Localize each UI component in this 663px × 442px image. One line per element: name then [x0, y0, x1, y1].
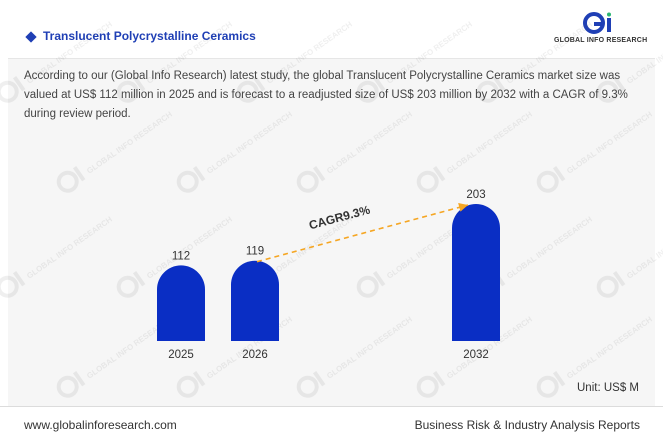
watermark-logo: GLOBAL INFO RESEARCH [296, 315, 414, 398]
watermark-logo: GLOBAL INFO RESEARCH [596, 215, 663, 298]
svg-text:GLOBAL INFO RESEARCH: GLOBAL INFO RESEARCH [625, 215, 663, 281]
bar-2032 [452, 204, 500, 341]
footer-divider [0, 406, 663, 407]
bar-value-label: 112 [172, 250, 190, 262]
market-description: According to our (Global Info Research) … [24, 70, 628, 120]
header: Translucent Polycrystalline Ceramics GLO… [0, 0, 663, 58]
unit-label: Unit: US$ M [577, 382, 639, 394]
watermark-logo: GLOBAL INFO RESEARCH [0, 215, 114, 298]
company-logo [583, 12, 611, 34]
category-label: 2032 [463, 349, 489, 361]
category-label: 2026 [242, 349, 268, 361]
svg-text:GLOBAL INFO RESEARCH: GLOBAL INFO RESEARCH [25, 215, 114, 281]
page-title: Translucent Polycrystalline Ceramics [43, 29, 256, 43]
category-label: 2025 [168, 349, 194, 361]
cagr-arrow-line [256, 204, 469, 263]
cagr-arrow-head-icon [458, 202, 468, 212]
watermark-logo: GLOBAL INFO RESEARCH [56, 315, 174, 398]
bar-value-label: 203 [466, 189, 485, 201]
bar-2025 [157, 265, 205, 341]
bar-2026 [231, 260, 279, 341]
svg-text:GLOBAL INFO RESEARCH: GLOBAL INFO RESEARCH [565, 315, 654, 381]
logo-text: GLOBAL INFO RESEARCH [554, 37, 648, 44]
svg-text:GLOBAL INFO RESEARCH: GLOBAL INFO RESEARCH [505, 215, 594, 281]
website-url: www.globalinforesearch.com [24, 418, 177, 432]
svg-text:GLOBAL INFO RESEARCH: GLOBAL INFO RESEARCH [325, 315, 414, 381]
bar-value-label: 119 [246, 246, 264, 258]
content-panel [8, 58, 655, 407]
footer-tagline: Business Risk & Industry Analysis Report… [414, 418, 640, 432]
